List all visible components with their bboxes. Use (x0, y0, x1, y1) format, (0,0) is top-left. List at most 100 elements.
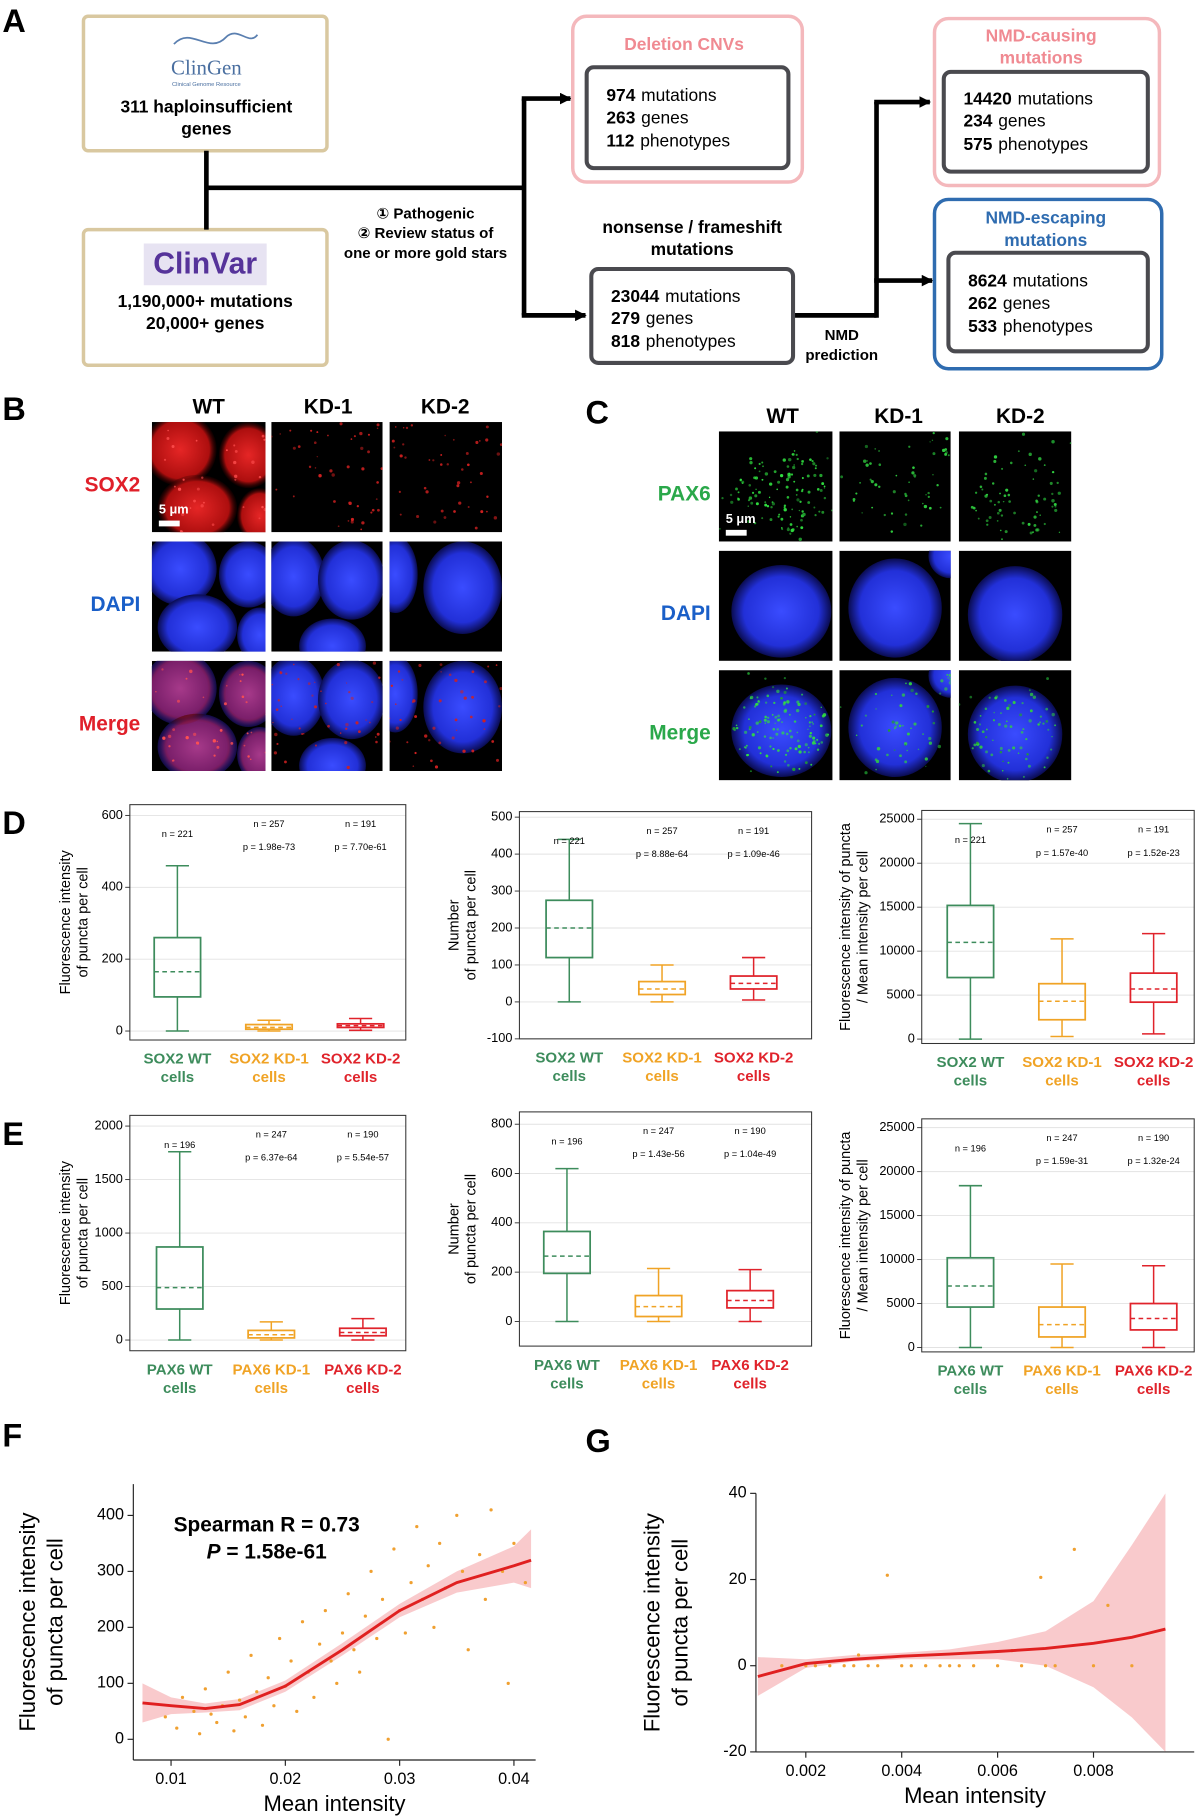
speckle (172, 759, 175, 762)
speckle (263, 508, 266, 512)
point (380, 1597, 385, 1601)
speckle (418, 663, 422, 668)
speckle (440, 454, 443, 456)
y-tick-label: 200 (491, 1264, 512, 1279)
speckle (469, 481, 472, 484)
speckle (798, 767, 801, 770)
speckle (878, 463, 882, 466)
speckle (899, 754, 902, 758)
micrograph (718, 670, 833, 781)
speckle (371, 508, 375, 512)
y-axis-label: Fluorescence intensity (58, 1160, 74, 1305)
speckle (939, 421, 941, 423)
point (995, 1664, 1000, 1668)
y-tick-label: 0 (505, 1313, 512, 1328)
speckle (1056, 481, 1059, 485)
speckle (788, 729, 792, 733)
y-tick-label: 1000 (95, 1224, 123, 1239)
box (726, 1289, 775, 1309)
speckle (434, 765, 439, 769)
y-axis-label: Fluorescence intensity (15, 1513, 40, 1732)
speckle (749, 695, 754, 700)
annotation: n = 196 (551, 1136, 582, 1146)
speckle (892, 490, 896, 494)
sox2-signal (218, 422, 266, 489)
y-tick-label: 20000 (879, 1163, 914, 1178)
speckle (774, 722, 776, 725)
speckle (292, 446, 296, 450)
nucleus (389, 541, 418, 614)
speckle (331, 473, 335, 477)
speckle (1017, 450, 1020, 453)
speckle (757, 490, 761, 494)
speckle (787, 472, 791, 477)
stat-line: 533 phenotypes (968, 316, 1093, 336)
speckle (796, 457, 799, 461)
speckle (783, 506, 786, 509)
speckle (273, 751, 278, 755)
speckle (750, 501, 754, 505)
speckle (1003, 699, 1007, 702)
speckle (1033, 523, 1037, 527)
y-tick-label: 15000 (879, 899, 914, 914)
speckle (1032, 531, 1034, 534)
speckle (316, 455, 319, 458)
micrograph (271, 541, 383, 652)
speckle (1039, 721, 1042, 724)
speckle (211, 523, 215, 526)
x-tick-label: SOX2 WT (535, 1050, 604, 1067)
point (852, 1664, 856, 1668)
speckle (399, 718, 402, 722)
speckle (1043, 522, 1046, 526)
speckle (1039, 514, 1041, 516)
speckle (815, 431, 819, 433)
speckle (405, 426, 409, 430)
box (336, 1022, 385, 1029)
point (163, 1715, 167, 1719)
speckle (811, 721, 813, 723)
speckle (397, 670, 401, 673)
speckle (367, 450, 370, 454)
speckle (764, 472, 769, 476)
speckle (865, 463, 869, 467)
speckle (1006, 706, 1010, 710)
x-tick-label: cells (553, 1068, 587, 1085)
speckle (910, 688, 914, 693)
speckle (783, 701, 786, 704)
panel-label: A (2, 3, 25, 39)
speckle (796, 700, 800, 704)
y-tick-label: 600 (491, 1165, 512, 1180)
clinvar-text: 1,190,000+ mutations (118, 291, 293, 311)
point (856, 1653, 861, 1657)
speckle (185, 677, 188, 680)
micrograph (839, 670, 951, 781)
speckle (994, 696, 998, 700)
speckle (957, 426, 959, 428)
speckle (247, 755, 250, 758)
speckle (234, 478, 237, 481)
speckle (378, 676, 381, 680)
speckle (993, 711, 996, 714)
x-tick-label: cells (252, 1069, 286, 1086)
speckle (374, 736, 377, 738)
x-tick-label: cells (344, 1069, 378, 1086)
speckle (499, 686, 503, 691)
speckle (809, 458, 812, 461)
speckle (239, 674, 241, 676)
speckle (735, 487, 738, 491)
speckle (979, 485, 983, 489)
speckle (410, 424, 414, 427)
speckle (826, 457, 829, 460)
speckle (1035, 528, 1039, 532)
speckle (185, 735, 189, 740)
speckle (148, 677, 149, 678)
speckle (822, 713, 827, 717)
speckle (193, 499, 196, 503)
speckle (925, 765, 927, 768)
speckle (786, 700, 790, 704)
speckle (926, 705, 930, 708)
speckle (985, 750, 989, 754)
speckle (432, 726, 436, 730)
speckle (433, 520, 437, 524)
speckle (398, 490, 401, 494)
